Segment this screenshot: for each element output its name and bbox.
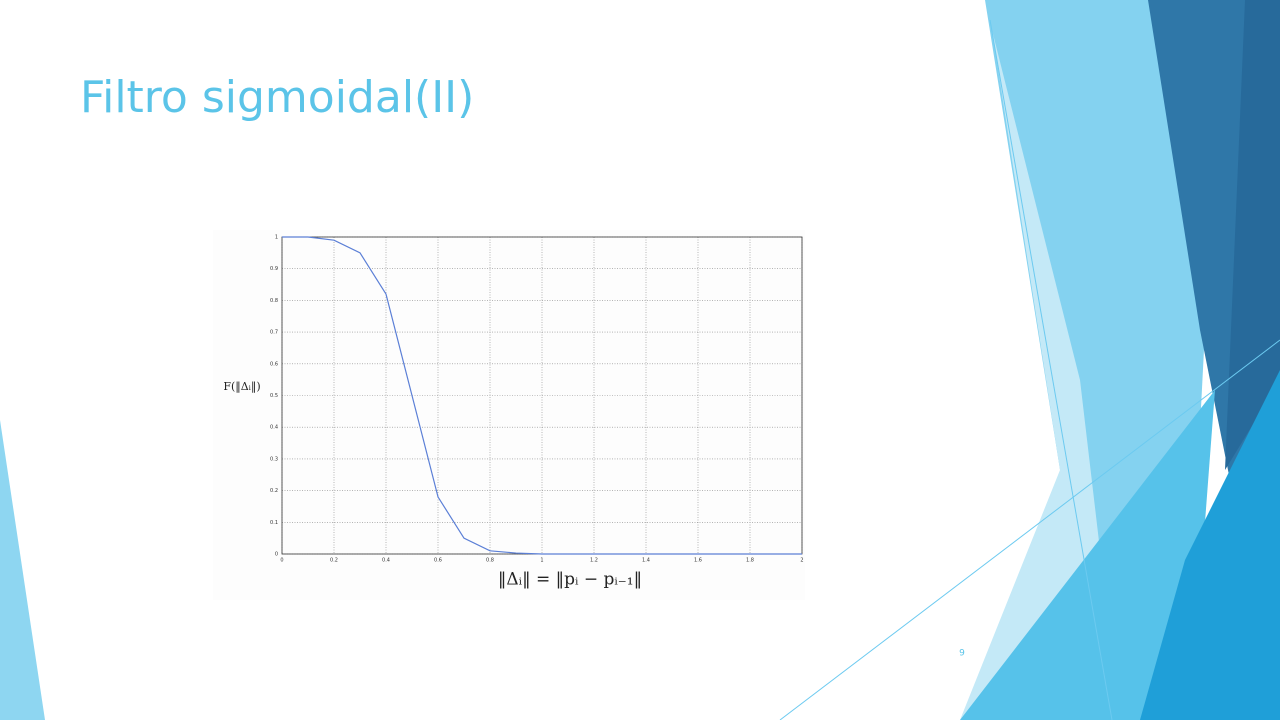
x-tick-label: 0.2 bbox=[330, 558, 338, 564]
x-tick-label: 1.2 bbox=[590, 558, 598, 564]
y-tick-label: 0.9 bbox=[270, 266, 278, 272]
y-tick-label: 0.1 bbox=[270, 520, 278, 526]
x-tick-label: 1.8 bbox=[746, 558, 754, 564]
slide-title: Filtro sigmoidal(II) bbox=[80, 72, 474, 123]
x-tick-label: 1 bbox=[540, 558, 543, 564]
chart-background bbox=[213, 230, 805, 600]
y-tick-label: 0.6 bbox=[270, 361, 278, 367]
x-tick-label: 1.6 bbox=[694, 558, 702, 564]
y-tick-label: 0.5 bbox=[270, 393, 278, 399]
y-axis-label: F(‖Δᵢ‖) bbox=[223, 380, 260, 394]
page-number: 9 bbox=[959, 649, 965, 659]
x-tick-label: 2 bbox=[800, 558, 803, 564]
data-line bbox=[282, 236, 802, 555]
y-tick-label: 1 bbox=[275, 235, 278, 241]
y-tick-label: 0 bbox=[275, 552, 278, 558]
x-tick-label: 0.4 bbox=[382, 558, 390, 564]
y-tick-label: 0.7 bbox=[270, 330, 278, 336]
y-tick-label: 0.3 bbox=[270, 456, 278, 462]
plot: 0 0.1 0.2 0.3 0.4 0.5 0.6 0.7 0.8 0.9 1 0 0.2 0.4 0.6 0… bbox=[270, 235, 804, 564]
x-tick-label: 1.4 bbox=[642, 558, 650, 564]
x-tick-label: 0 bbox=[280, 558, 283, 564]
y-tick-label: 0.8 bbox=[270, 298, 278, 304]
x-tick-label: 0.8 bbox=[486, 558, 494, 564]
x-tick-label: 0.6 bbox=[434, 558, 442, 564]
y-tick-label: 0.2 bbox=[270, 488, 278, 494]
y-tick-label: 0.4 bbox=[270, 425, 278, 431]
x-axis-label: ‖Δᵢ‖ = ‖pᵢ − pᵢ₋₁‖ bbox=[498, 570, 642, 590]
